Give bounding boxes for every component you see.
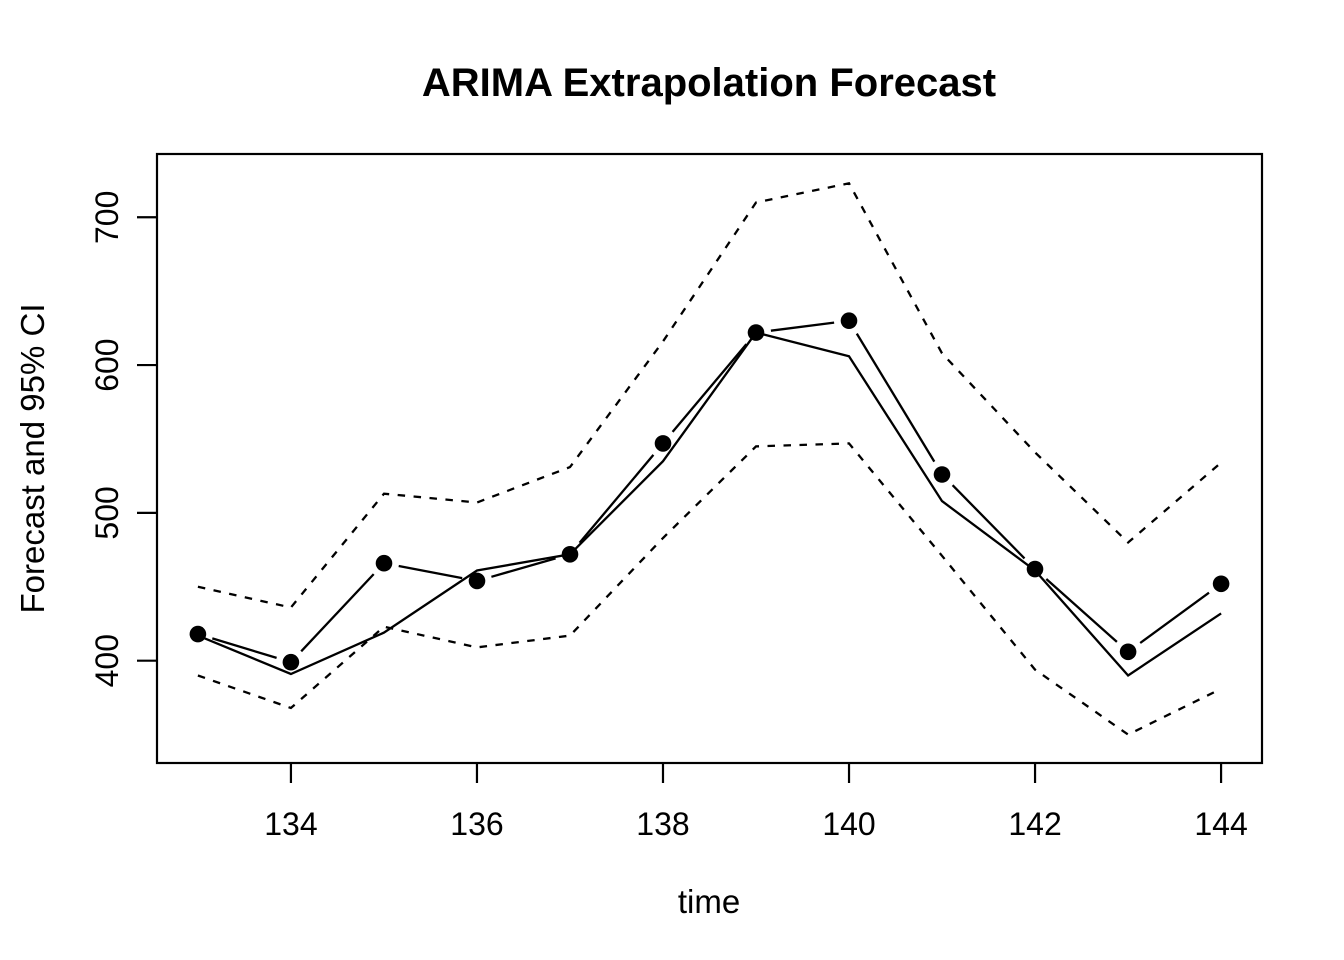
forecast-point [747,324,765,341]
ci-upper-dashed-line [197,182,1222,609]
forecast-point [468,572,486,590]
y-tick-label: 600 [89,338,125,391]
chart-title: ARIMA Extrapolation Forecast [422,61,996,105]
forecast-point [1119,643,1137,661]
forecast-segment [491,557,556,578]
y-tick-label: 700 [89,191,125,244]
forecast-segment [300,573,375,653]
y-tick-label: 500 [89,486,125,539]
forecast-point [1026,560,1044,578]
forecast-segment [770,321,835,332]
x-axis-label: time [678,883,740,920]
x-tick-label: 136 [450,806,503,842]
x-tick-label: 144 [1194,806,1247,842]
forecast-segment [671,343,748,433]
forecast-segment [1045,578,1118,643]
forecast-segment [951,484,1026,560]
forecast-point [1212,575,1230,593]
y-axis-label: Forecast and 95% CI [14,304,51,614]
forecast-segment [1139,591,1210,644]
forecast-segment [855,333,936,463]
x-tick-label: 138 [636,806,689,842]
forecast-point [561,546,579,563]
ci-upper-path [197,182,1222,609]
plot-box [155,152,1264,765]
x-tick-label: 142 [1008,806,1061,842]
forecast-point [282,653,300,671]
y-tick-label: 400 [89,634,125,687]
actual-series-line [197,331,1222,678]
actual-path [197,331,1222,678]
ci-lower-dashed-line [197,442,1222,736]
x-tick-label: 134 [264,806,317,842]
forecast-point [189,625,207,643]
x-tick-label: 140 [822,806,875,842]
forecast-segment [578,454,655,544]
x-axis-ticks: 134 136 138 140 142 144 [264,763,1248,842]
forecast-line-segments [211,321,1210,660]
plot-box-rect [155,152,1264,765]
forecast-segment [398,564,463,580]
forecast-point [840,312,858,330]
forecast-points [189,312,1230,671]
ci-lower-path [197,442,1222,736]
forecast-point [375,554,393,572]
y-axis-ticks: 400 500 600 700 [89,191,157,687]
forecast-segment [211,637,277,660]
forecast-point [933,466,951,483]
forecast-point [654,435,672,452]
